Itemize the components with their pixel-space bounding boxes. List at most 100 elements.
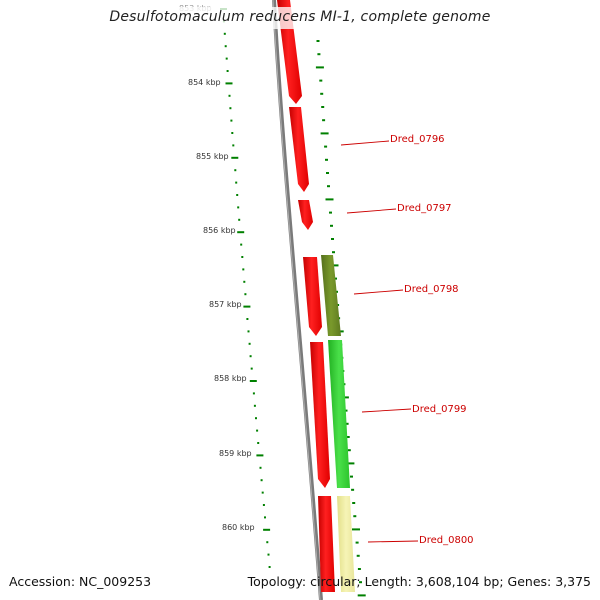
scale-label: 855 kbp [196,152,229,161]
gene-marker-tick [315,66,324,69]
scale-tick [250,367,253,370]
scale-label: 858 kbp [214,374,247,383]
scale-tick-major [263,528,271,531]
gene-marker-tick [330,264,339,267]
scale-tick [267,553,270,556]
feature-green [328,340,350,488]
cds-feature [310,342,330,488]
gene-label[interactable]: Dred_0800 [419,535,474,546]
gene-marker-tick [344,409,348,412]
gene-marker-tick [322,119,326,122]
scale-tick [260,479,263,482]
feature-olive [321,255,341,336]
gene-leader-line [346,208,397,214]
gene-marker-tick [357,568,361,570]
gene-marker-tick [331,238,334,240]
scale-tick [264,516,266,519]
gene-marker-tick [357,594,366,597]
gene-marker-tick [347,449,351,452]
feature-yellow [337,496,355,592]
scale-tick [224,45,227,48]
scale-tick [256,429,259,432]
scale-tick-major [256,454,264,457]
scale-tick [257,442,260,444]
scale-tick [249,355,252,358]
map-title: Desulfotomaculum reducens MI-1, complete… [109,9,491,25]
scale-tick [244,293,247,296]
cds-feature [298,200,313,230]
cds-feature [303,257,322,336]
scale-tick [237,206,240,209]
feature-track [321,255,355,592]
gene-marker-tick [353,515,357,518]
gene-marker-tick [346,462,355,465]
gene-marker-tick [326,172,329,174]
gene-labels: Dred_0796 Dred_0797 Dred_0798 Dred_0799 … [390,134,474,546]
gene-leader-line [367,540,419,543]
scale-tick [235,181,238,184]
gene-marker-tick [317,53,321,56]
gene-leader-line [353,289,404,295]
gene-leader-line [340,140,390,146]
scale-tick [255,417,257,420]
accession-text: Accession: NC_009253 [9,574,152,589]
gene-marker-tick [346,436,350,438]
scale-tick [268,566,271,568]
scale-label: 857 kbp [209,300,242,309]
scale-tick [223,32,226,35]
scale-label: 860 kbp [222,523,255,532]
scale-tick [266,541,269,544]
gene-marker-tick [356,554,360,557]
cds-feature [289,107,309,192]
gene-marker-tick [350,475,353,478]
gene-label[interactable]: Dred_0796 [390,134,445,145]
gene-leader-line [361,408,412,413]
scale-tick [225,57,228,60]
scale-tick [240,243,243,246]
gene-marker-tick [327,185,330,188]
gene-marker-tick [324,145,328,148]
scale-tick [243,280,246,283]
gene-marker-tick [334,277,337,280]
scale-tick [232,144,235,147]
scale-tick [262,504,265,506]
gene-marker-tick [352,502,356,504]
scale-tick [252,392,255,395]
gene-marker-tick [329,211,332,214]
gene-label[interactable]: Dred_0799 [412,404,467,415]
gene-marker-tick [321,106,325,108]
scale-tick [226,70,229,72]
scale-tick-major [231,156,239,159]
scale-tick [253,404,256,407]
scale-tick [236,194,239,196]
gene-marker-tick [325,198,334,201]
scale-label: 856 kbp [203,226,236,235]
scale-tick [259,466,262,469]
gene-marker-tick [319,79,323,82]
scale-ticks [220,8,271,568]
gene-marker-tick [320,132,329,135]
title-backdrop [115,7,487,29]
gene-marker-tick [355,541,359,544]
scale-tick [247,330,250,333]
scale-tick [231,132,234,134]
gene-label[interactable]: Dred_0797 [397,203,452,214]
scale-tick [238,218,241,221]
genome-backbone-highlight [272,0,321,600]
scale-label: 859 kbp [219,449,252,458]
scale-tick [229,107,232,110]
gene-marker-tick [352,528,360,531]
scale-tick [242,268,245,271]
scale-tick-major [249,380,257,382]
genome-backbone [272,0,323,600]
scale-tick [246,318,249,320]
gene-label[interactable]: Dred_0798 [404,284,459,295]
scale-tick-major [225,82,233,85]
scale-tick [228,94,231,97]
scale-tick-major [237,231,245,234]
scale-tick-major [243,305,251,308]
topology-text: Topology: circular; Length: 3,608,104 bp… [247,574,591,589]
scale-label: 854 kbp [188,78,221,87]
scale-tick [234,169,237,172]
